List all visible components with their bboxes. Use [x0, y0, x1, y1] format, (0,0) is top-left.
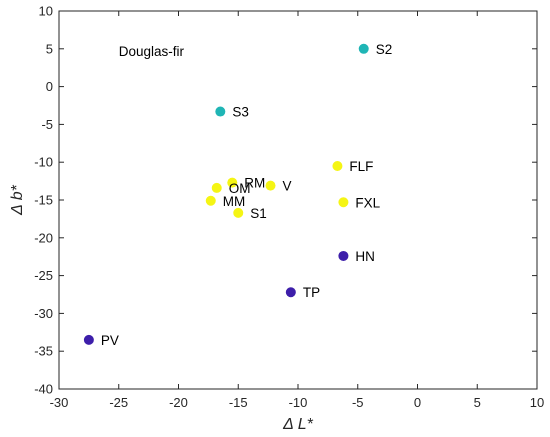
y-tick-label: -10 [34, 155, 53, 170]
data-point-label: FXL [355, 195, 380, 210]
data-point-marker [285, 287, 296, 298]
data-point-marker [215, 106, 226, 117]
data-point-marker [338, 197, 349, 208]
plot-area [58, 10, 538, 390]
y-tick-label: -5 [41, 117, 53, 132]
data-point-label: V [283, 179, 292, 194]
data-point-label: OM [229, 181, 251, 196]
data-point-label: MM [223, 194, 246, 209]
y-axis-ticks: -40 -35 -30 -25 -20 -15 -10 -5 0 5 10 [34, 4, 537, 397]
y-tick-label: -20 [34, 230, 53, 245]
data-point-label: PV [101, 333, 119, 348]
y-tick-label: -25 [34, 268, 53, 283]
data-point-label: HN [355, 249, 375, 264]
y-tick-label: -40 [34, 382, 53, 397]
data-point-label: S1 [250, 206, 267, 221]
data-point-label: S3 [232, 105, 249, 120]
data-point-marker [211, 182, 222, 193]
data-point-marker [358, 43, 369, 54]
x-tick-label: -15 [229, 395, 248, 410]
y-tick-label: 10 [39, 4, 53, 19]
data-point-label: TP [303, 285, 320, 300]
x-tick-label: -30 [50, 395, 69, 410]
x-tick-label: 10 [530, 395, 544, 410]
data-point-marker [205, 195, 216, 206]
data-point-label: RM [244, 176, 265, 191]
data-point-label: S2 [376, 42, 393, 57]
y-tick-label: -30 [34, 306, 53, 321]
data-point-marker [227, 177, 238, 188]
data-point-label: FLF [349, 159, 373, 174]
x-tick-label: -20 [169, 395, 188, 410]
y-tick-label: -15 [34, 193, 53, 208]
y-tick-label: -35 [34, 344, 53, 359]
annotations: Douglas-fir [119, 44, 185, 59]
y-tick-label: 0 [46, 79, 53, 94]
x-tick-label: -25 [109, 395, 128, 410]
species-annotation: Douglas-fir [119, 44, 185, 59]
data-point-marker [265, 180, 276, 191]
x-tick-label: -10 [289, 395, 308, 410]
x-axis-ticks: -30 -25 -20 -15 -10 -5 0 5 10 [50, 11, 544, 410]
data-point-marker [233, 207, 244, 218]
x-tick-label: 0 [414, 395, 421, 410]
x-tick-label: 5 [474, 395, 481, 410]
x-axis-label: Δ L* [282, 416, 313, 433]
y-tick-label: 5 [46, 41, 53, 56]
x-tick-label: -5 [352, 395, 364, 410]
data-point-marker [332, 160, 343, 171]
data-point-marker [83, 334, 94, 345]
y-axis-label: Δ b* [9, 184, 26, 215]
data-point-marker [338, 250, 349, 261]
